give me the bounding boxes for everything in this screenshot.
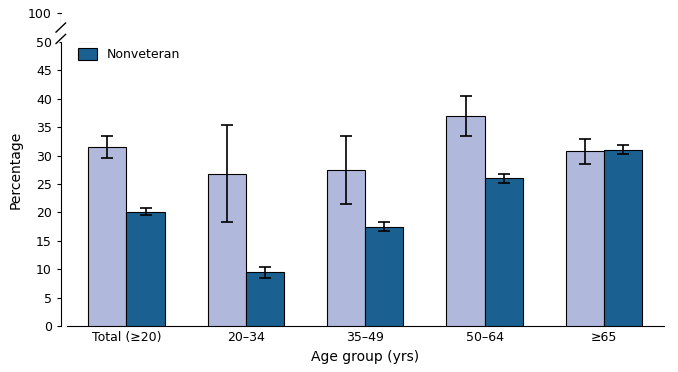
Bar <box>61 14 670 42</box>
Bar <box>246 272 284 326</box>
Bar <box>207 174 246 326</box>
X-axis label: Age group (yrs): Age group (yrs) <box>311 350 419 364</box>
Y-axis label: Percentage: Percentage <box>8 131 22 209</box>
Bar <box>327 170 365 326</box>
Bar <box>88 147 127 326</box>
Bar <box>365 227 403 326</box>
Legend: Veteran, Nonveteran: Veteran, Nonveteran <box>73 23 185 66</box>
Bar <box>127 212 165 326</box>
Bar <box>566 151 604 326</box>
Bar <box>485 178 523 326</box>
Bar <box>446 116 485 326</box>
Bar <box>604 150 642 326</box>
